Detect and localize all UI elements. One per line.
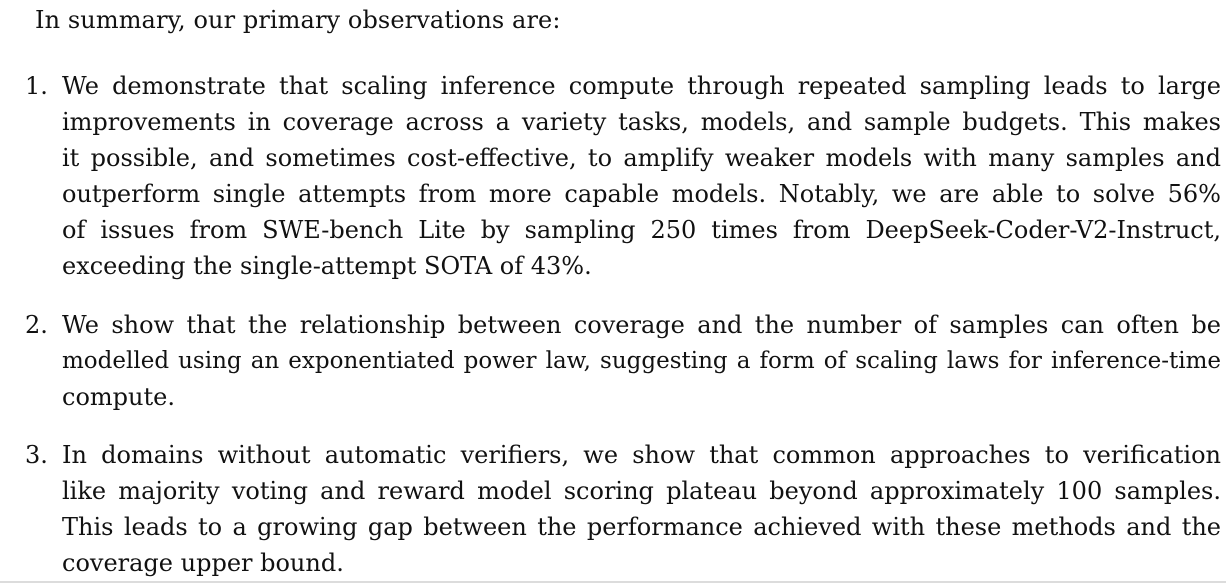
text-line: of issues from SWE-bench Lite by samplin… <box>62 216 1221 244</box>
text-line: improvements in coverage across a variet… <box>62 108 1221 136</box>
text-line: outperform single attempts from more cap… <box>62 180 1221 208</box>
text-line: compute. <box>62 383 175 411</box>
item-number: 2. <box>25 311 48 339</box>
text-line: In domains without automatic verifiers, … <box>62 441 1221 469</box>
intro-sentence: In summary, our primary observations are… <box>35 6 561 34</box>
text-line: We demonstrate that scaling inference co… <box>62 72 1221 100</box>
item-text: We show that the relationship between co… <box>62 307 1221 415</box>
text-line: like majority voting and reward model sc… <box>62 477 1221 505</box>
observation-item-2: 2. We show that the relationship between… <box>25 307 1221 415</box>
text-line: it possible, and sometimes cost-effectiv… <box>62 144 1221 172</box>
item-text: In domains without automatic verifiers, … <box>62 437 1221 581</box>
observation-item-3: 3. In domains without automatic verifier… <box>25 437 1221 581</box>
text-line: This leads to a growing gap between the … <box>62 513 1221 541</box>
text-line: coverage upper bound. <box>62 549 344 577</box>
bottom-divider <box>0 581 1226 583</box>
item-number: 1. <box>25 72 48 100</box>
text-line: We show that the relationship between co… <box>62 311 1221 339</box>
observation-item-1: 1. We demonstrate that scaling inference… <box>25 68 1221 284</box>
text-line: modelled using an exponentiated power la… <box>62 348 1221 374</box>
item-text: We demonstrate that scaling inference co… <box>62 68 1221 284</box>
text-line: exceeding the single-attempt SOTA of 43%… <box>62 252 592 280</box>
item-number: 3. <box>25 441 48 469</box>
